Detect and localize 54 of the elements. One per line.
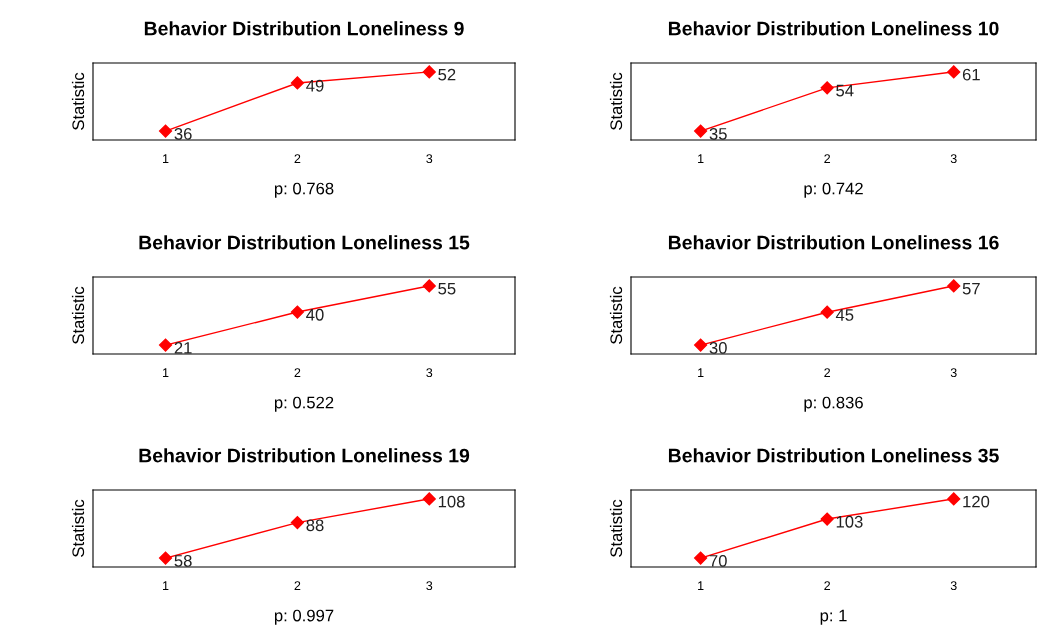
x-tick-label: 3 [426, 154, 433, 164]
x-tick-label: 2 [824, 368, 831, 377]
x-axis-title: p: 0.836 [804, 396, 863, 412]
data-label: 61 [962, 68, 980, 81]
data-label: 57 [962, 282, 980, 295]
x-tick-label: 1 [163, 154, 169, 163]
y-axis-title: Statistic [71, 499, 85, 557]
x-tick-label: 2 [294, 368, 301, 377]
x-tick-label: 2 [824, 154, 831, 163]
data-label: 35 [709, 127, 727, 140]
data-label: 88 [306, 519, 324, 532]
x-axis-title: p: 0.768 [274, 182, 334, 198]
chart-title: Behavior Distribution Loneliness 9 [144, 21, 464, 36]
data-label: 108 [438, 495, 465, 508]
data-label: 30 [709, 341, 727, 354]
x-tick-label: 3 [950, 154, 957, 164]
x-tick-label: 1 [698, 368, 704, 377]
x-axis-title: p: 1 [820, 609, 847, 625]
y-axis-title: Statistic [609, 286, 623, 344]
chart-title: Behavior Distribution Loneliness 15 [139, 235, 470, 250]
data-label: 120 [963, 495, 990, 508]
data-label: 52 [438, 68, 456, 81]
y-axis-title: Statistic [609, 72, 623, 130]
x-tick-label: 2 [824, 581, 831, 590]
x-tick-label: 3 [950, 368, 957, 378]
data-label: 36 [174, 127, 192, 140]
data-label: 58 [174, 554, 192, 567]
data-label: 70 [709, 554, 727, 567]
data-label: 55 [438, 282, 456, 295]
data-label: 21 [174, 341, 192, 354]
chart-title: Behavior Distribution Loneliness 35 [668, 448, 999, 463]
y-axis-title: Statistic [71, 286, 85, 344]
chart-title: Behavior Distribution Loneliness 19 [139, 448, 470, 463]
x-tick-label: 3 [426, 581, 433, 591]
data-label: 45 [835, 309, 854, 321]
x-tick-label: 1 [163, 581, 169, 590]
data-label: 49 [306, 79, 324, 92]
data-label: 40 [306, 308, 324, 321]
x-tick-label: 3 [426, 368, 433, 378]
x-axis-title: p: 0.742 [804, 182, 863, 198]
x-tick-label: 2 [294, 154, 301, 163]
x-tick-label: 1 [698, 581, 704, 590]
data-label: 54 [836, 84, 854, 97]
data-label: 103 [836, 515, 863, 528]
x-tick-label: 1 [163, 368, 169, 377]
x-tick-label: 3 [950, 581, 957, 591]
x-tick-label: 1 [698, 154, 704, 163]
y-axis-title: Statistic [609, 499, 623, 557]
x-axis-title: p: 0.522 [274, 396, 334, 412]
y-axis-title: Statistic [71, 72, 85, 130]
x-axis-title: p: 0.997 [274, 609, 334, 625]
chart-title: Behavior Distribution Loneliness 10 [668, 21, 999, 36]
x-tick-label: 2 [294, 581, 301, 590]
chart-title: Behavior Distribution Loneliness 16 [668, 235, 999, 250]
